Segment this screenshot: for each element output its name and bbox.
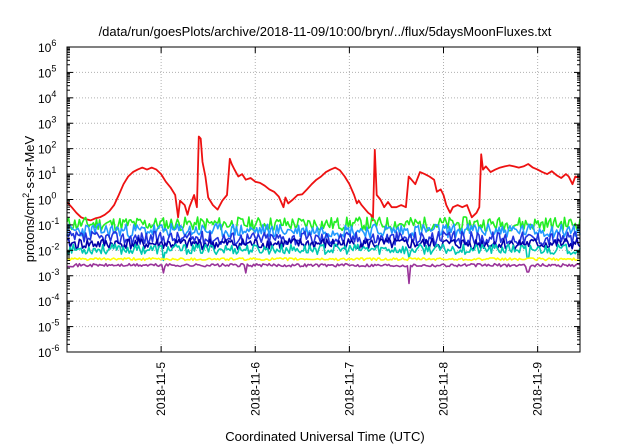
x-tick-label: 2018-11-6: [248, 362, 262, 416]
series-line-0: [66, 135, 581, 222]
y-tick-base: 10: [38, 66, 52, 80]
series-line-2: [66, 222, 581, 239]
y-tick-label: 102: [38, 140, 56, 157]
x-axis-label: Coordinated Universal Time (UTC): [225, 429, 424, 444]
y-tick-base: 10: [38, 92, 52, 106]
y-tick-base: 10: [38, 117, 52, 131]
y-tick-label: 10-3: [38, 267, 59, 284]
y-tick-label: 101: [38, 165, 56, 182]
y-tick-base: 10: [38, 168, 52, 182]
y-tick-sup: 0: [51, 191, 56, 201]
y-axis-label: protons/cm2-s-sr-MeV: [21, 135, 37, 262]
y-tick-base: 10: [38, 143, 52, 157]
y-tick-sup: 4: [51, 89, 56, 99]
y-axis-label-rest: -s-sr-MeV: [22, 135, 37, 192]
y-tick-label: 10-6: [38, 343, 59, 360]
y-tick-sup: -1: [51, 216, 59, 226]
series-line-4: [66, 237, 581, 251]
y-tick-sup: 5: [51, 63, 56, 73]
y-tick-label: 100: [38, 191, 56, 208]
y-tick-label: 105: [38, 63, 56, 80]
series-group: [66, 135, 581, 285]
x-tick-label: 2018-11-7: [342, 362, 356, 416]
y-tick-sup: -5: [51, 318, 59, 328]
y-tick-label: 10-1: [38, 216, 59, 233]
y-tick-label: 10-4: [38, 292, 59, 309]
y-axis-label-base: protons/cm: [22, 198, 37, 262]
y-tick-sup: -3: [51, 267, 59, 277]
y-tick-base: 10: [38, 41, 52, 55]
series-line-1: [66, 216, 581, 232]
x-tick-label: 2018-11-5: [154, 362, 168, 416]
series-line-5: [66, 243, 581, 262]
y-tick-sup: 1: [51, 165, 56, 175]
y-tick-base: 10: [38, 321, 52, 335]
y-tick-base: 10: [38, 219, 52, 233]
chart-title: /data/run/goesPlots/archive/2018-11-09/1…: [99, 24, 552, 39]
series-line-7: [66, 262, 581, 285]
x-tick-label: 2018-11-8: [437, 362, 451, 416]
series-line-6: [66, 257, 581, 262]
y-axis-label-sup: 2: [21, 193, 31, 198]
y-tick-sup: -2: [51, 241, 59, 251]
y-tick-base: 10: [38, 346, 52, 360]
plot-frame: [66, 46, 581, 353]
y-tick-label: 10-5: [38, 318, 59, 335]
y-tick-base: 10: [38, 270, 52, 284]
grid: [67, 47, 580, 352]
axis-ticks: 10-610-510-410-310-210-11001011021031041…: [38, 38, 580, 416]
y-tick-base: 10: [38, 194, 52, 208]
y-tick-sup: 3: [51, 114, 56, 124]
y-tick-label: 10-2: [38, 241, 59, 258]
y-tick-sup: -6: [51, 343, 59, 353]
y-tick-sup: 2: [51, 140, 56, 150]
x-tick-label: 2018-11-9: [531, 362, 545, 416]
y-tick-label: 103: [38, 114, 56, 131]
y-tick-sup: 6: [51, 38, 56, 48]
y-tick-label: 106: [38, 38, 56, 55]
y-tick-base: 10: [38, 295, 52, 309]
y-tick-sup: -4: [51, 292, 59, 302]
y-tick-base: 10: [38, 244, 52, 258]
y-tick-label: 104: [38, 89, 56, 106]
